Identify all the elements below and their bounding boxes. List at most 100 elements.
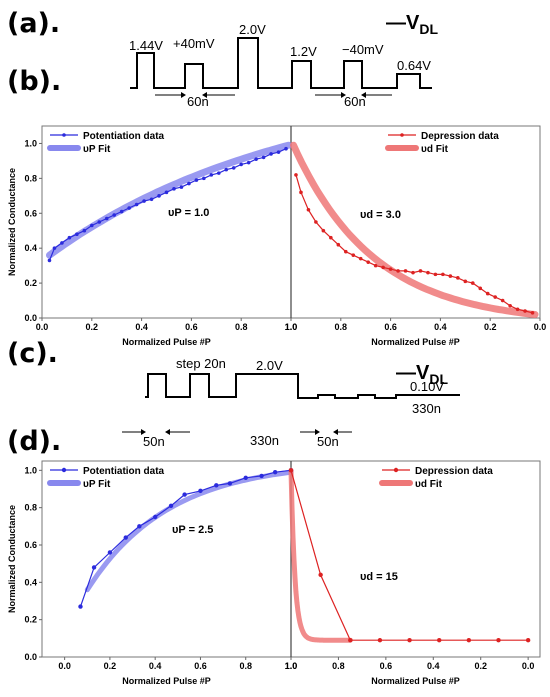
fit-curve-left xyxy=(46,141,292,259)
panel-label-a: (a). xyxy=(7,8,61,39)
waveform-a: 1.44V +40mV 2.0V 1.2V −40mV 0.64V 60n 60… xyxy=(129,22,432,109)
label-330n-1: 330n xyxy=(250,433,279,448)
fit-curve-right xyxy=(290,141,539,318)
arrow-head xyxy=(361,92,366,98)
arrow-head xyxy=(181,92,186,98)
data-point-left xyxy=(90,223,94,228)
data-point-left xyxy=(60,241,64,245)
data-point-right xyxy=(318,572,323,578)
data-point-left xyxy=(104,216,109,221)
data-point-left xyxy=(123,535,128,540)
data-point-right xyxy=(493,295,497,299)
label-2v-c: 2.0V xyxy=(256,358,283,373)
x-tick-label-right: 0.0 xyxy=(534,322,547,332)
data-point-right xyxy=(343,249,348,254)
data-point-right xyxy=(456,276,460,280)
x-tick-label-right: 0.2 xyxy=(484,322,497,332)
vdl-sub: DL xyxy=(419,21,439,37)
data-line-left xyxy=(79,469,292,607)
x-axis-label-right: Normalized Pulse #P xyxy=(371,676,460,686)
data-line-right xyxy=(295,174,533,314)
vdl-sub: DL xyxy=(429,371,449,387)
label-minus-40mv: −40mV xyxy=(342,42,384,57)
data-point-right xyxy=(348,638,353,643)
arrow-head xyxy=(165,429,170,435)
data-point-left xyxy=(47,258,52,263)
x-tick-label-left: 0.2 xyxy=(104,661,117,671)
vdl-dash: — xyxy=(386,12,406,34)
data-point-right xyxy=(306,207,311,212)
data-point-left xyxy=(284,146,288,151)
data-point-left xyxy=(259,473,264,479)
data-point-left xyxy=(239,162,243,167)
data-point-left xyxy=(91,565,97,570)
data-point-left xyxy=(67,235,72,240)
data-point-left xyxy=(179,185,184,189)
legend-data-label-right: Depression data xyxy=(421,131,499,142)
data-point-right xyxy=(314,220,318,224)
data-point-left xyxy=(269,152,273,156)
data-point-right xyxy=(388,267,393,271)
pulse-train-c xyxy=(145,373,460,399)
label-1-44v: 1.44V xyxy=(129,38,163,53)
fit-annotation-right: υd = 15 xyxy=(360,571,398,583)
x-tick-label-right: 0.0 xyxy=(522,661,535,671)
fit-annotation-right: υd = 3.0 xyxy=(360,209,401,221)
data-point-right xyxy=(418,269,423,273)
y-tick-label: 0.4 xyxy=(24,577,37,587)
y-tick-label: 0.6 xyxy=(24,208,37,218)
y-tick-label: 1.0 xyxy=(24,465,37,475)
data-point-right xyxy=(433,272,438,277)
x-tick-label-right: 0.6 xyxy=(384,322,397,332)
panel-label-d: (d). xyxy=(7,426,62,457)
x-tick-label-right: 1.0 xyxy=(285,661,298,671)
data-point-right xyxy=(377,638,383,643)
data-point-right xyxy=(463,279,468,284)
y-tick-label: 0.6 xyxy=(24,540,37,550)
data-point-left xyxy=(172,187,176,191)
data-point-right xyxy=(466,638,472,643)
data-point-left xyxy=(149,197,154,202)
y-tick-label: 0.0 xyxy=(24,652,37,662)
data-point-left xyxy=(112,213,117,217)
data-point-left xyxy=(202,176,206,181)
x-tick-label-right: 0.8 xyxy=(332,661,345,671)
x-tick-label-right: 0.2 xyxy=(474,661,487,671)
data-point-left xyxy=(52,246,57,250)
x-tick-label-left: 0.0 xyxy=(36,322,49,332)
panel-label-b: (b). xyxy=(7,66,62,97)
data-point-right xyxy=(515,307,520,312)
data-point-left xyxy=(216,171,221,175)
data-point-left xyxy=(182,492,187,497)
legend-fit-label-right: υd Fit xyxy=(415,479,443,490)
vdl-dash: — xyxy=(396,362,416,384)
x-tick-label-left: 0.8 xyxy=(239,661,252,671)
data-point-left xyxy=(194,178,199,182)
legend-data-marker-right xyxy=(393,467,399,473)
y-axis-label: Normalized Conductance xyxy=(7,168,17,276)
data-point-right xyxy=(396,269,400,273)
data-point-right xyxy=(500,298,505,303)
x-tick-label-right: 0.4 xyxy=(434,322,447,332)
y-tick-label: 0.8 xyxy=(24,173,37,183)
panel-label-c: (c). xyxy=(7,338,58,369)
data-point-right xyxy=(329,235,333,240)
data-point-left xyxy=(107,550,113,555)
data-point-left xyxy=(75,232,79,237)
x-tick-label-left: 1.0 xyxy=(285,322,298,332)
label-50n-2: 50n xyxy=(317,434,339,449)
data-point-left xyxy=(78,604,83,609)
data-point-right xyxy=(530,310,535,315)
data-point-right xyxy=(336,242,341,247)
chart-b: 0.0 0.2 0.4 0.6 0.8 1.0 Normalized Conductance… xyxy=(7,125,547,347)
data-point-right xyxy=(358,256,363,261)
x-tick-label-left: 0.4 xyxy=(149,661,162,671)
data-point-left xyxy=(254,157,258,161)
x-tick-label-left: 0.4 xyxy=(135,322,148,332)
fit-curve-right xyxy=(288,467,353,643)
y-tick-label: 0.2 xyxy=(24,615,37,625)
data-point-left xyxy=(97,220,102,224)
data-point-right xyxy=(470,281,475,285)
data-point-left xyxy=(198,488,203,494)
data-point-right xyxy=(523,309,527,313)
